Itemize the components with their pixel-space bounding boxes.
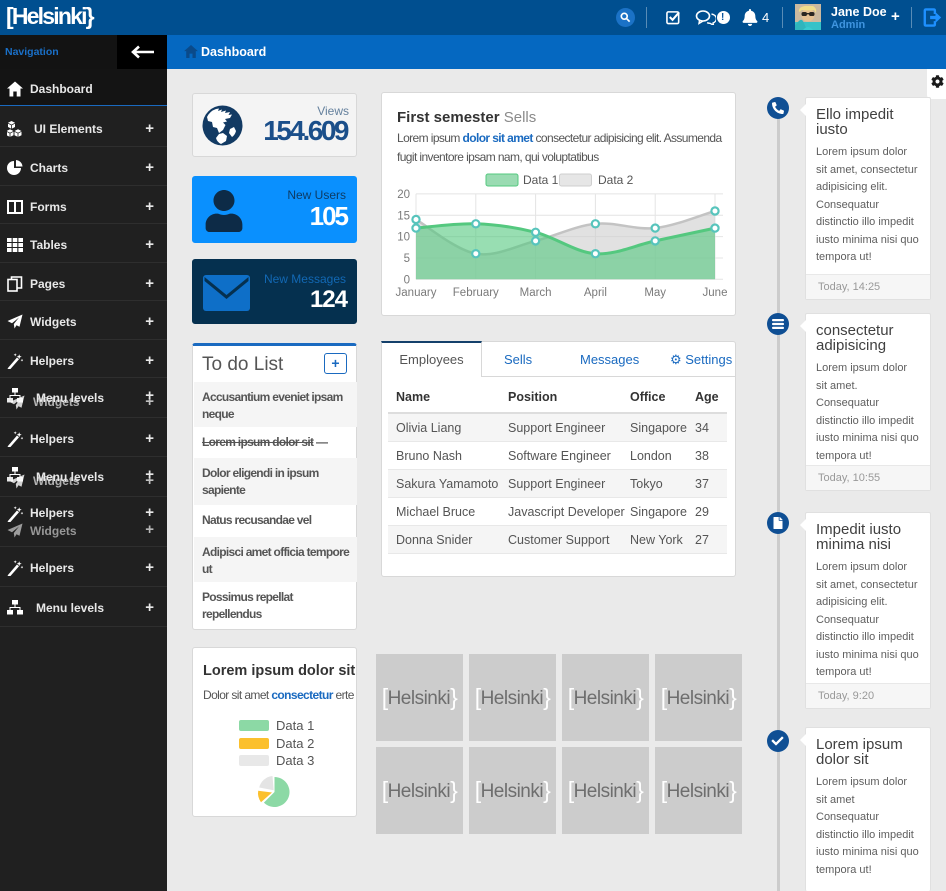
svg-text:June: June (703, 287, 728, 299)
svg-text:January: January (396, 287, 437, 299)
svg-text:Data 2: Data 2 (276, 736, 314, 751)
svg-text:20: 20 (397, 189, 410, 201)
svg-text:Data 1: Data 1 (276, 718, 314, 733)
svg-text:February: February (453, 287, 499, 299)
svg-text:15: 15 (397, 210, 410, 222)
svg-text:Data 3: Data 3 (276, 753, 314, 768)
svg-text:March: March (520, 287, 552, 299)
svg-text:Data 2: Data 2 (598, 173, 634, 187)
svg-text:April: April (584, 287, 607, 299)
svg-text:10: 10 (397, 232, 410, 244)
svg-text:May: May (644, 287, 666, 299)
svg-text:0: 0 (404, 274, 410, 286)
svg-text:5: 5 (404, 253, 410, 265)
svg-text:Data 1: Data 1 (523, 173, 559, 187)
